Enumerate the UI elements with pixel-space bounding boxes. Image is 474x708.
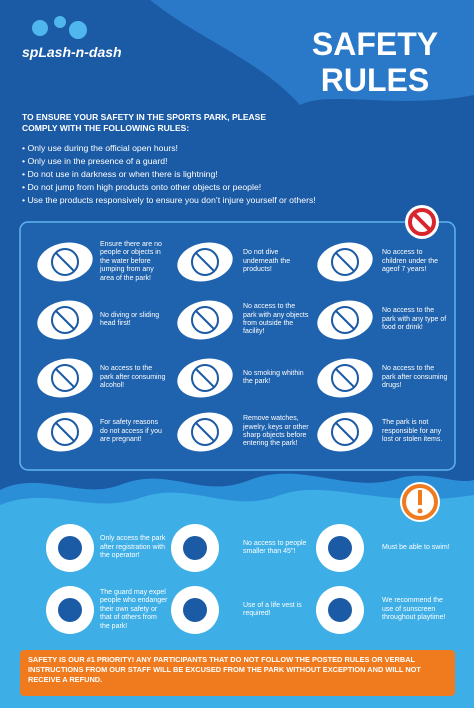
requirement-icon	[58, 598, 82, 622]
rule-text: No smoking whithin the park!	[243, 369, 304, 385]
rule-icon	[331, 248, 359, 276]
rule-text: No access to the park with any objects f…	[243, 303, 309, 336]
title: SAFETY RULES	[300, 26, 450, 98]
requirement-text: We recommend the use of sunscreen throug…	[382, 597, 446, 622]
rule-icon	[335, 252, 355, 272]
rule-icon	[51, 306, 79, 334]
rule-icon	[335, 310, 355, 330]
rule-icon	[51, 364, 79, 392]
no-sign	[408, 208, 436, 236]
rule-text: Ensure there are no people or objects in…	[100, 240, 162, 282]
rule-icon	[335, 368, 355, 388]
logo: spLash-n-dash	[22, 44, 122, 60]
rule-icon	[195, 310, 215, 330]
requirement-icon	[183, 536, 207, 560]
rule-icon	[195, 252, 215, 272]
rule-icon	[191, 418, 219, 446]
rules-box	[19, 221, 456, 471]
rule-icon	[55, 310, 75, 330]
rule-text: No access to the park with any type of f…	[382, 307, 447, 332]
rule-icon	[55, 368, 75, 388]
warning-sign	[418, 490, 422, 505]
rule-icon	[331, 418, 359, 446]
rule-text: No diving or sliding head first!	[100, 311, 160, 327]
no-sign	[412, 212, 432, 232]
rule-icon	[195, 422, 215, 442]
rule-text: Do not dive underneath the products!	[243, 249, 291, 274]
logo-splash	[69, 21, 87, 39]
rule-icon	[331, 364, 359, 392]
title-line: SAFETY	[311, 26, 439, 62]
requirement-icon	[58, 536, 82, 560]
requirement-text: Must be able to swim!	[382, 543, 450, 551]
requirement-icon	[328, 598, 352, 622]
footer-bar	[20, 650, 455, 696]
wave	[150, 0, 474, 105]
bullet: • Do not use in darkness or when there i…	[22, 169, 218, 179]
rule-text: No access to the park after consuming al…	[100, 365, 166, 390]
requirement-text: The guard may expel people who endanger …	[100, 588, 168, 630]
rule-icon	[51, 248, 79, 276]
rule-icon	[335, 422, 355, 442]
requirement-icon	[328, 536, 352, 560]
rule-icon	[191, 248, 219, 276]
logo-splash	[32, 20, 48, 36]
bullet: • Only use during the official open hour…	[22, 143, 178, 153]
rule-icon	[55, 252, 75, 272]
rule-icon	[55, 422, 75, 442]
bullet: • Do not jump from high products onto ot…	[22, 182, 262, 192]
bullet: • Use the products responsively to ensur…	[22, 195, 316, 205]
requirement-text: No access to people smaller than 45"!	[243, 539, 307, 555]
rule-text: No access to the park after consuming dr…	[382, 365, 448, 390]
rule-text: The park is not responsible for any lost…	[382, 419, 443, 444]
bullet: • Only use in the presence of a guard!	[22, 156, 168, 166]
rule-text: For safety reasons do not access if you …	[100, 419, 162, 444]
bullet-list: • Only use during the official open hour…	[22, 142, 442, 207]
requirement-text: Use of a life vest is required!	[243, 601, 302, 617]
rule-icon	[331, 306, 359, 334]
title-line: RULES	[320, 62, 430, 98]
logo-splash	[54, 16, 66, 28]
rule-text: Remove watches, jewelry, keys or other s…	[243, 415, 309, 448]
rule-icon	[191, 364, 219, 392]
footer: SAFETY IS OUR #1 PRIORITY! ANY PARTICIPA…	[28, 655, 421, 684]
intro: TO ENSURE YOUR SAFETY IN THE SPORTS PARK…	[22, 112, 267, 133]
requirement-text: Only access the park after registration …	[100, 535, 166, 560]
requirement-icon	[183, 598, 207, 622]
warning-sign	[402, 484, 438, 520]
rule-text: No access to children under the ageof 7 …	[382, 249, 439, 274]
rule-icon	[191, 306, 219, 334]
rule-icon	[195, 368, 215, 388]
rule-icon	[51, 418, 79, 446]
warning-sign	[417, 508, 423, 514]
